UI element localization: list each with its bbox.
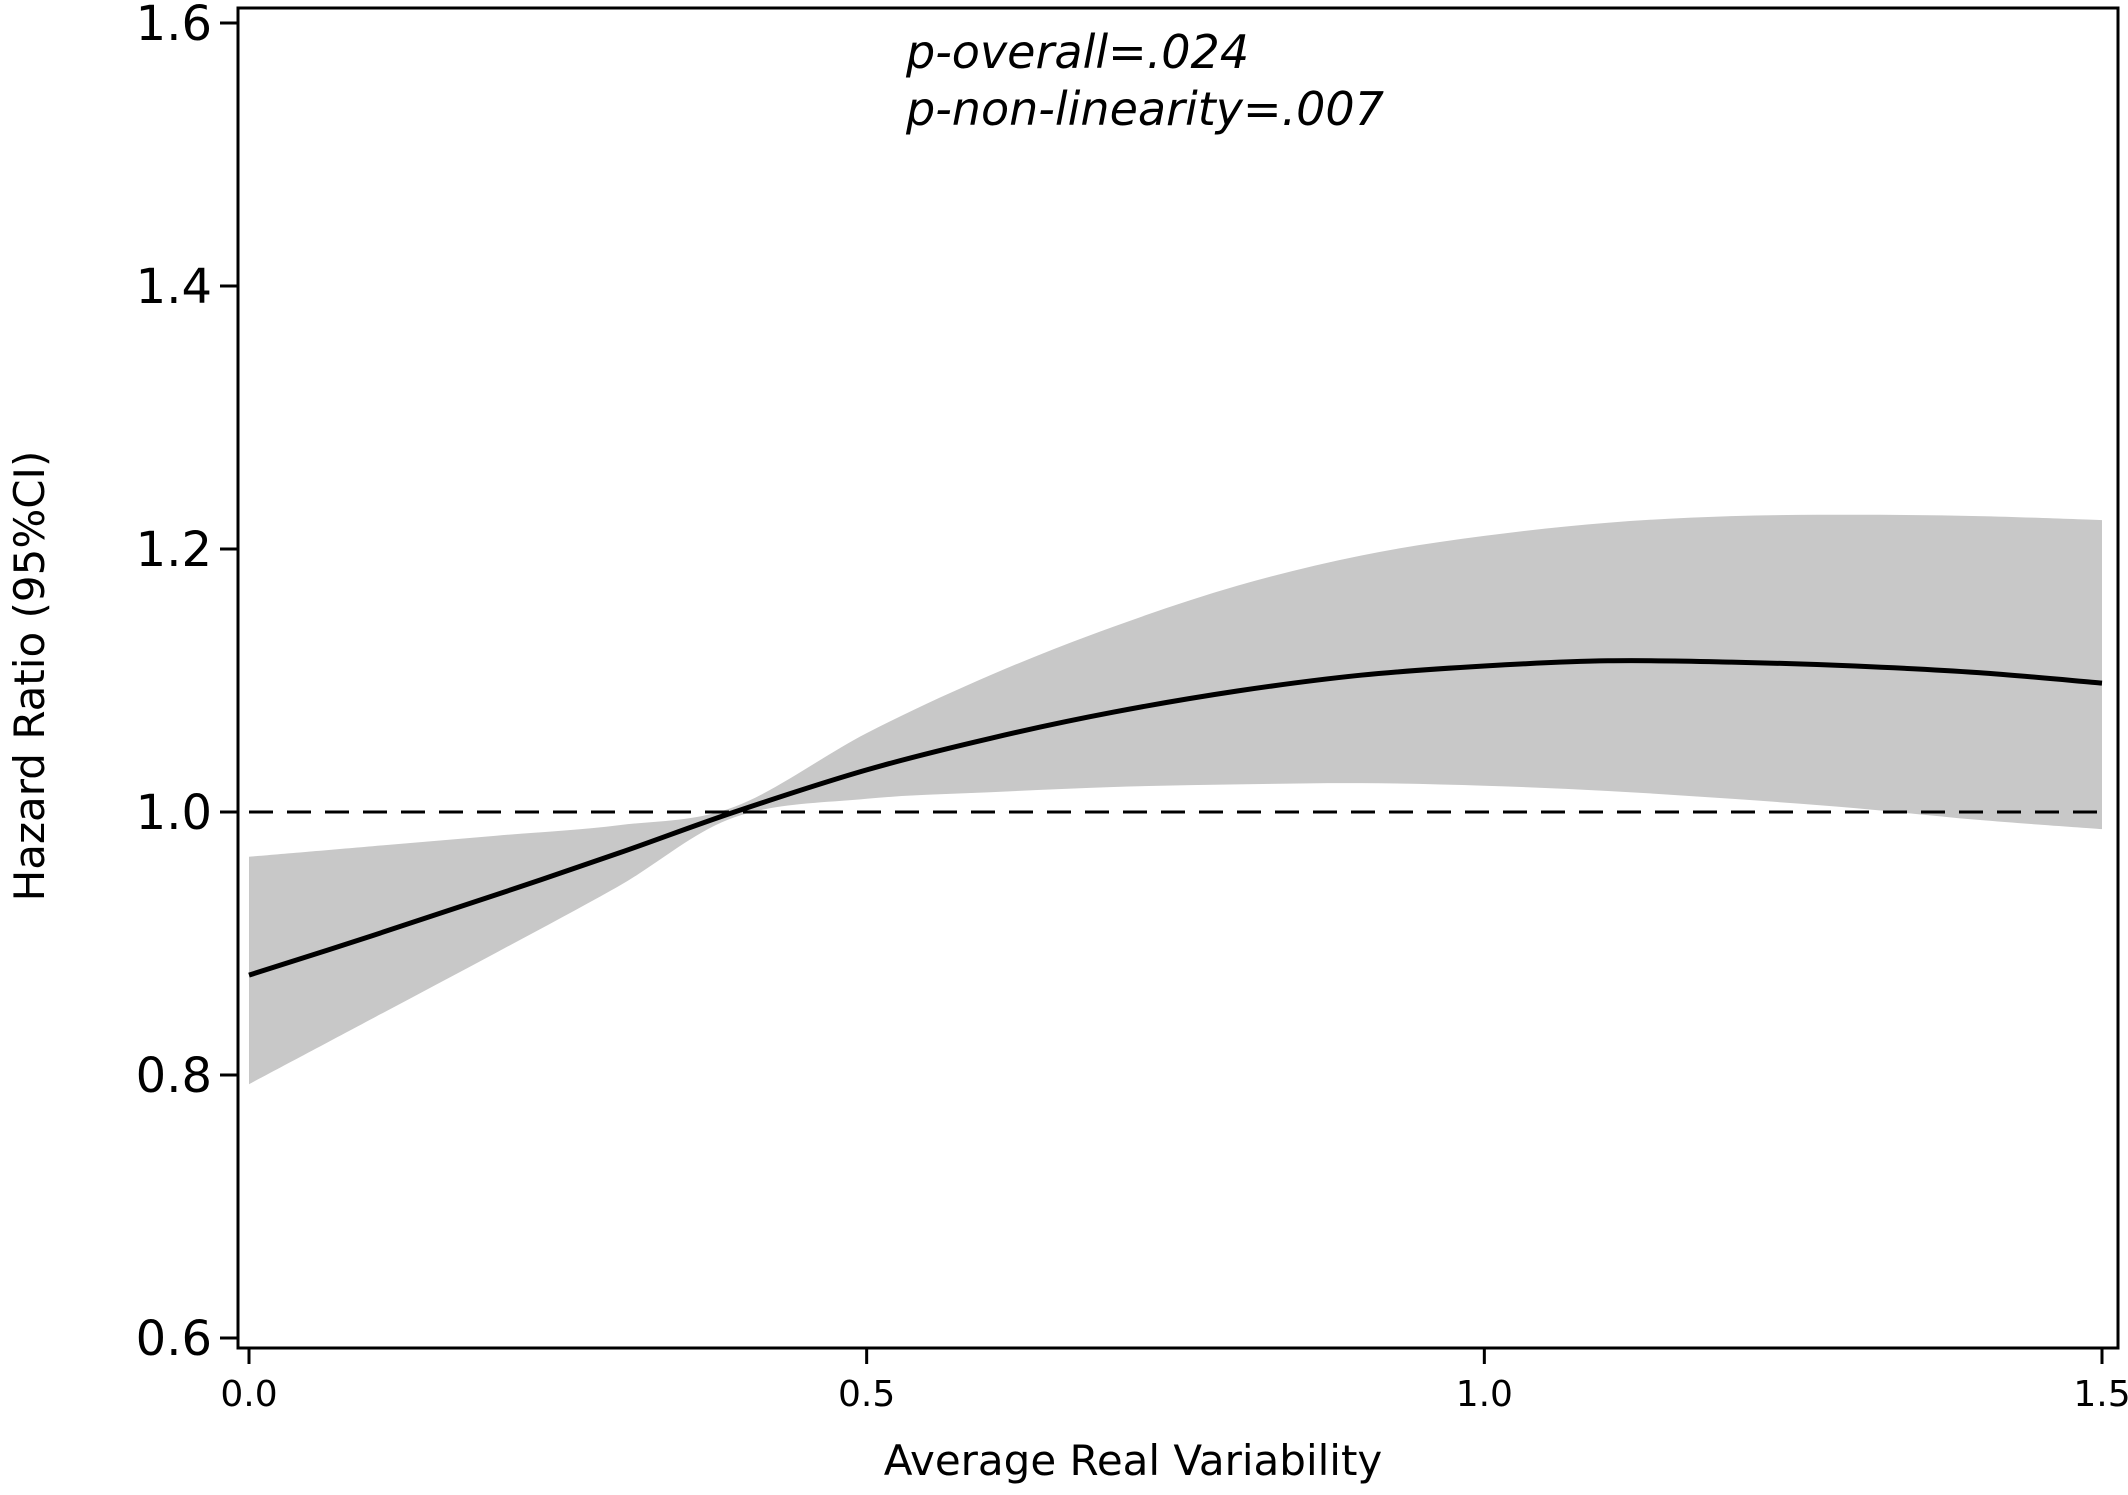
y-tick-label: 1.6 — [136, 0, 212, 52]
y-tick-label: 1.4 — [136, 259, 212, 315]
p-overall-annotation: p-overall=.024 — [905, 25, 1249, 79]
confidence-band — [249, 514, 2102, 1085]
hazard-ratio-line — [248, 658, 2103, 978]
y-tick-label: 0.6 — [136, 1311, 212, 1367]
x-tick-label: 1.0 — [1456, 1374, 1513, 1415]
plot-layer — [248, 514, 2103, 1085]
x-axis-title: Average Real Variability — [884, 1436, 1383, 1485]
y-tick-label: 1.0 — [136, 785, 212, 841]
axes-layer: 0.6 0.8 1.0 1.2 1.4 1.6 0.0 0.5 1.0 1.5 — [136, 0, 2128, 1415]
y-tick-label: 1.2 — [136, 522, 212, 578]
p-non-linearity-annotation: p-non-linearity=.007 — [905, 82, 1384, 136]
x-tick-label: 0.0 — [220, 1374, 277, 1415]
x-tick-label: 1.5 — [2073, 1374, 2128, 1415]
text-layer: Average Real Variability Hazard Ratio (9… — [5, 25, 1384, 1485]
x-tick-label: 0.5 — [838, 1374, 895, 1415]
y-axis-title: Hazard Ratio (95%CI) — [5, 451, 54, 902]
y-tick-label: 0.8 — [136, 1048, 212, 1104]
plot-frame — [236, 6, 2120, 1350]
